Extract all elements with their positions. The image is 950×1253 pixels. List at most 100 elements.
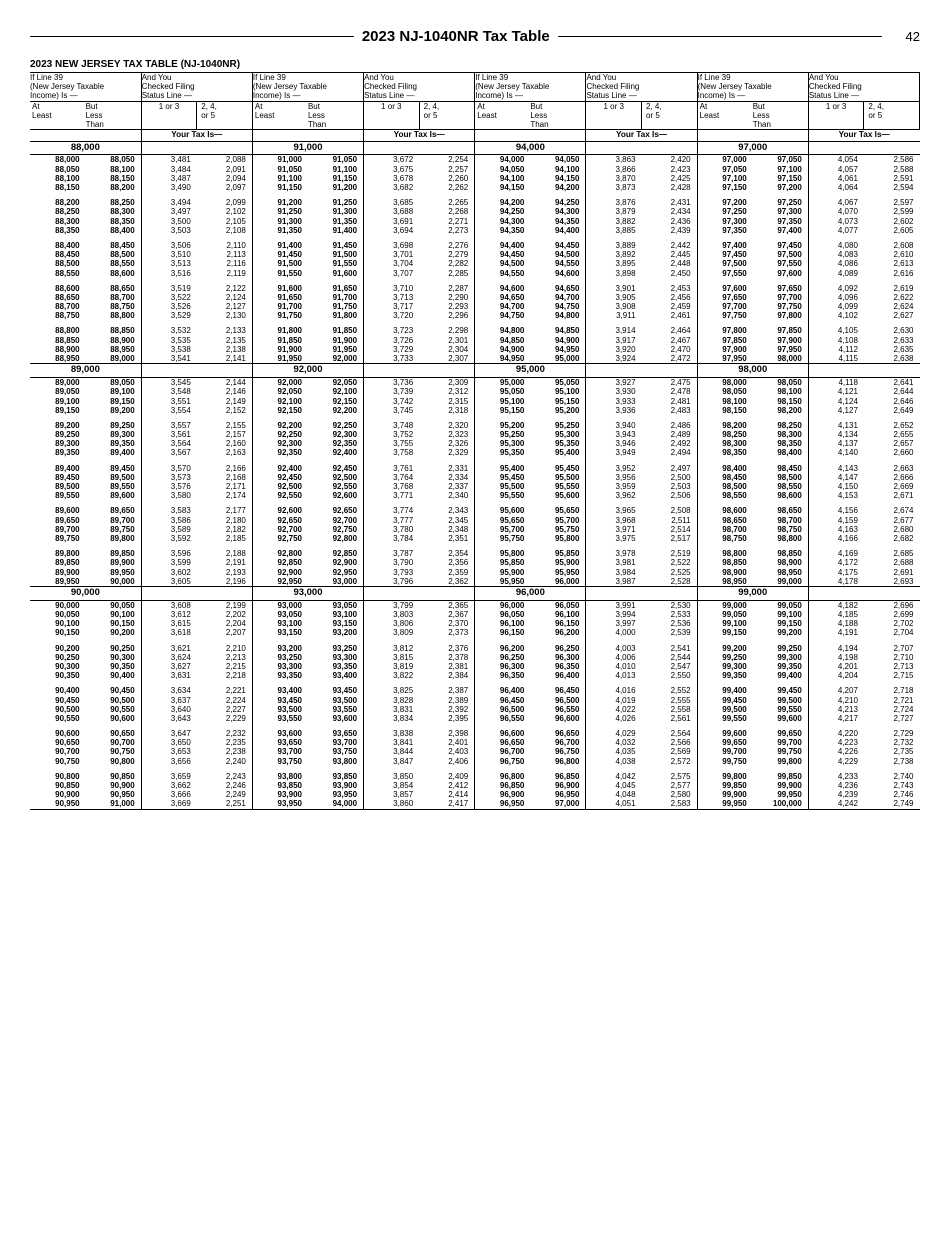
table-row: 89,35089,4003,5672,16392,35092,4003,7582… (30, 448, 920, 457)
cell-at: 96,850 (475, 781, 531, 790)
hdr-andyou: And YouChecked FilingStatus Line — (141, 73, 252, 102)
cell-at: 88,750 (30, 311, 86, 320)
cell-but: 96,900 (530, 781, 586, 790)
table-row: 90,75090,8003,6562,24093,75093,8003,8472… (30, 757, 920, 766)
cell-at: 89,500 (30, 482, 86, 491)
cell-tax-24or5: 2,088 (197, 155, 253, 165)
cell-tax-24or5: 2,536 (642, 619, 698, 628)
cell-at: 95,900 (475, 568, 531, 577)
cell-at: 93,200 (252, 638, 308, 653)
cell-at: 99,600 (697, 723, 753, 738)
cell-at: 90,800 (30, 766, 86, 781)
cell-tax-1or3: 4,226 (808, 747, 864, 756)
cell-tax-24or5: 2,414 (419, 790, 475, 799)
cell-but: 91,650 (308, 278, 364, 293)
cell-at: 89,800 (30, 543, 86, 558)
cell-at: 92,450 (252, 473, 308, 482)
cell-at: 95,750 (475, 534, 531, 543)
cell-tax-1or3: 3,885 (586, 226, 642, 235)
cell-tax-24or5: 2,417 (419, 799, 475, 809)
hdr-24: 2, 4,or 5 (419, 101, 475, 130)
cell-at: 99,350 (697, 671, 753, 680)
cell-at: 97,100 (697, 174, 753, 183)
cell-at: 92,600 (252, 500, 308, 515)
cell-at: 92,200 (252, 415, 308, 430)
cell-tax-1or3: 3,510 (141, 250, 197, 259)
cell-tax-24or5: 2,387 (419, 680, 475, 695)
table-row: 90,45090,5003,6372,22493,45093,5003,8282… (30, 696, 920, 705)
cell-at: 94,950 (475, 354, 531, 364)
cell-at: 93,500 (252, 705, 308, 714)
cell-tax-24or5: 2,246 (197, 781, 253, 790)
cell-at: 92,500 (252, 482, 308, 491)
cell-at: 90,450 (30, 696, 86, 705)
cell-tax-24or5: 2,127 (197, 302, 253, 311)
cell-tax-24or5: 2,522 (642, 558, 698, 567)
cell-but: 89,850 (86, 543, 142, 558)
cell-at: 96,700 (475, 747, 531, 756)
cell-tax-24or5: 2,182 (197, 525, 253, 534)
cell-at: 96,750 (475, 757, 531, 766)
hdr-andyou: And YouChecked FilingStatus Line — (364, 73, 475, 102)
cell-but: 97,900 (753, 336, 809, 345)
cell-at: 92,550 (252, 491, 308, 500)
cell-tax-24or5: 2,655 (864, 430, 920, 439)
cell-tax-24or5: 2,207 (197, 628, 253, 637)
cell-tax-24or5: 2,389 (419, 696, 475, 705)
cell-tax-24or5: 2,113 (197, 250, 253, 259)
cell-at: 88,900 (30, 345, 86, 354)
cell-tax-24or5: 2,282 (419, 259, 475, 268)
cell-but: 98,400 (753, 448, 809, 457)
cell-at: 89,450 (30, 473, 86, 482)
cell-at: 92,750 (252, 534, 308, 543)
cell-tax-1or3: 3,838 (364, 723, 420, 738)
cell-tax-24or5: 2,343 (419, 500, 475, 515)
table-row: 89,00089,0503,5452,14492,00092,0503,7362… (30, 378, 920, 388)
cell-but: 99,650 (753, 723, 809, 738)
table-row: 89,75089,8003,5922,18592,75092,8003,7842… (30, 534, 920, 543)
cell-tax-1or3: 3,994 (586, 610, 642, 619)
cell-tax-1or3: 3,554 (141, 406, 197, 415)
cell-but: 93,050 (308, 600, 364, 610)
cell-tax-1or3: 3,952 (586, 458, 642, 473)
cell-tax-24or5: 2,401 (419, 738, 475, 747)
cell-tax-1or3: 3,586 (141, 516, 197, 525)
cell-but: 88,200 (86, 183, 142, 192)
cell-tax-1or3: 3,873 (586, 183, 642, 192)
cell-at: 90,550 (30, 714, 86, 723)
table-row: 89,20089,2503,5572,15592,20092,2503,7482… (30, 415, 920, 430)
cell-tax-24or5: 2,594 (864, 183, 920, 192)
cell-but: 90,550 (86, 705, 142, 714)
cell-tax-24or5: 2,279 (419, 250, 475, 259)
table-row: 88,05088,1003,4842,09191,05091,1003,6752… (30, 165, 920, 174)
cell-tax-1or3: 4,016 (586, 680, 642, 695)
cell-tax-1or3: 3,793 (364, 568, 420, 577)
cell-tax-24or5: 2,663 (864, 458, 920, 473)
page-title: 2023 NJ-1040NR Tax Table (354, 28, 558, 45)
cell-but: 93,850 (308, 766, 364, 781)
cell-tax-1or3: 4,191 (808, 628, 864, 637)
cell-tax-1or3: 3,943 (586, 430, 642, 439)
cell-at: 94,250 (475, 207, 531, 216)
cell-but: 91,350 (308, 217, 364, 226)
cell-but: 96,350 (530, 662, 586, 671)
cell-at: 93,100 (252, 619, 308, 628)
cell-tax-1or3: 3,876 (586, 192, 642, 207)
cell-but: 99,700 (753, 738, 809, 747)
cell-at: 96,500 (475, 705, 531, 714)
cell-at: 96,650 (475, 738, 531, 747)
cell-tax-24or5: 2,721 (864, 696, 920, 705)
cell-tax-1or3: 3,605 (141, 577, 197, 587)
table-row: 89,65089,7003,5862,18092,65092,7003,7772… (30, 516, 920, 525)
cell-at: 94,700 (475, 302, 531, 311)
cell-tax-1or3: 3,710 (364, 278, 420, 293)
cell-tax-1or3: 4,163 (808, 525, 864, 534)
band-label: 95,000 (475, 364, 586, 378)
table-row: 88,30088,3503,5002,10591,30091,3503,6912… (30, 217, 920, 226)
cell-but: 88,350 (86, 217, 142, 226)
cell-at: 93,550 (252, 714, 308, 723)
cell-at: 95,700 (475, 525, 531, 534)
cell-but: 96,550 (530, 705, 586, 714)
cell-but: 95,800 (530, 534, 586, 543)
cell-tax-24or5: 2,133 (197, 320, 253, 335)
